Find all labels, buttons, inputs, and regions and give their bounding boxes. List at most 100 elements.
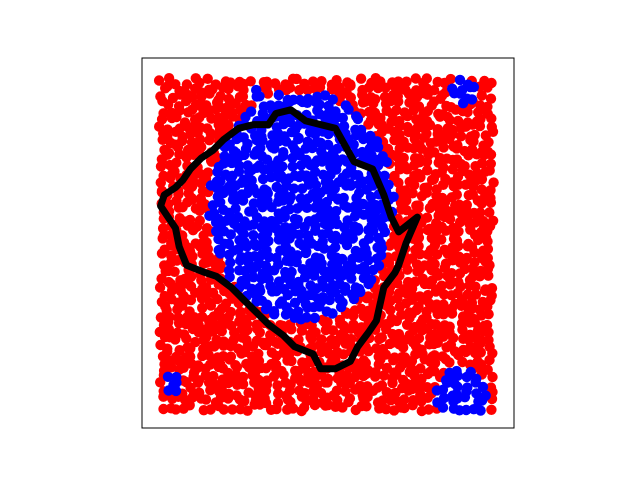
red-point bbox=[241, 358, 252, 370]
red-point bbox=[170, 404, 181, 415]
red-point bbox=[452, 115, 464, 127]
red-point bbox=[253, 374, 264, 386]
red-point bbox=[421, 212, 433, 223]
red-point bbox=[186, 137, 198, 148]
blue-point bbox=[340, 282, 351, 293]
blue-point bbox=[234, 160, 245, 171]
red-point bbox=[476, 184, 487, 195]
red-point bbox=[181, 79, 193, 90]
red-point bbox=[375, 76, 386, 87]
red-point bbox=[215, 259, 226, 271]
blue-point bbox=[466, 94, 478, 105]
red-point bbox=[486, 290, 497, 301]
blue-point bbox=[437, 402, 449, 413]
red-point bbox=[370, 94, 381, 105]
red-point bbox=[413, 200, 424, 211]
red-point bbox=[386, 116, 397, 128]
blue-point bbox=[337, 112, 348, 124]
blue-point bbox=[377, 222, 388, 233]
red-point bbox=[399, 107, 410, 118]
red-point bbox=[398, 152, 409, 164]
blue-point bbox=[273, 89, 284, 101]
red-point bbox=[470, 289, 482, 300]
red-point bbox=[428, 85, 440, 96]
red-point bbox=[273, 388, 284, 399]
red-point bbox=[437, 192, 448, 204]
red-point bbox=[455, 131, 467, 142]
red-point bbox=[429, 357, 441, 369]
red-point bbox=[261, 76, 273, 88]
blue-point bbox=[292, 147, 303, 158]
red-point bbox=[187, 91, 198, 103]
red-point bbox=[488, 177, 499, 188]
red-point bbox=[483, 137, 494, 148]
red-point bbox=[422, 289, 434, 301]
blue-point bbox=[475, 405, 486, 416]
blue-point bbox=[309, 312, 320, 324]
red-point bbox=[391, 105, 402, 116]
red-point bbox=[227, 404, 238, 415]
red-point bbox=[308, 393, 319, 405]
red-point bbox=[399, 394, 410, 405]
blue-point bbox=[354, 283, 365, 295]
blue-point bbox=[301, 312, 312, 323]
blue-point bbox=[366, 274, 377, 285]
blue-point bbox=[322, 204, 333, 215]
blue-point bbox=[480, 390, 491, 401]
red-point bbox=[453, 226, 464, 237]
red-point bbox=[200, 282, 212, 293]
red-point bbox=[453, 276, 464, 288]
red-point bbox=[482, 236, 493, 247]
blue-point bbox=[277, 161, 288, 172]
red-point bbox=[293, 334, 304, 345]
blue-point bbox=[265, 100, 276, 111]
red-point bbox=[413, 226, 424, 237]
blue-point bbox=[225, 229, 236, 240]
blue-point bbox=[171, 371, 182, 383]
red-point bbox=[187, 175, 199, 186]
red-point bbox=[445, 102, 457, 113]
red-point bbox=[186, 192, 197, 204]
red-point bbox=[193, 319, 204, 331]
blue-point bbox=[355, 124, 367, 136]
blue-point bbox=[322, 109, 333, 120]
red-point bbox=[169, 266, 180, 277]
blue-point bbox=[300, 298, 311, 310]
blue-point bbox=[261, 299, 273, 310]
blue-point bbox=[454, 74, 466, 86]
red-point bbox=[408, 395, 419, 406]
red-point bbox=[205, 404, 216, 415]
red-point bbox=[462, 106, 473, 118]
red-point bbox=[162, 81, 173, 92]
blue-point bbox=[452, 381, 463, 392]
red-point bbox=[184, 246, 196, 257]
red-point bbox=[184, 214, 196, 226]
blue-point bbox=[261, 245, 272, 256]
blue-point bbox=[254, 282, 265, 294]
blue-point bbox=[293, 132, 304, 144]
red-point bbox=[162, 131, 173, 143]
red-point bbox=[432, 124, 443, 135]
red-point bbox=[485, 192, 496, 204]
red-point bbox=[416, 344, 427, 355]
red-point bbox=[157, 223, 169, 234]
red-point bbox=[485, 382, 497, 393]
blue-point bbox=[248, 230, 259, 241]
blue-point bbox=[261, 154, 273, 165]
blue-point bbox=[360, 243, 371, 255]
red-point bbox=[185, 382, 196, 393]
red-point bbox=[444, 357, 455, 368]
blue-point bbox=[284, 307, 295, 318]
red-point bbox=[476, 158, 488, 169]
red-point bbox=[327, 325, 339, 336]
red-point bbox=[199, 199, 210, 210]
red-point bbox=[475, 347, 486, 358]
blue-point bbox=[314, 108, 325, 120]
blue-point bbox=[208, 208, 220, 219]
blue-point bbox=[230, 203, 241, 214]
blue-point bbox=[239, 237, 250, 248]
red-point bbox=[413, 101, 425, 112]
red-point bbox=[429, 259, 440, 270]
red-point bbox=[218, 404, 229, 415]
